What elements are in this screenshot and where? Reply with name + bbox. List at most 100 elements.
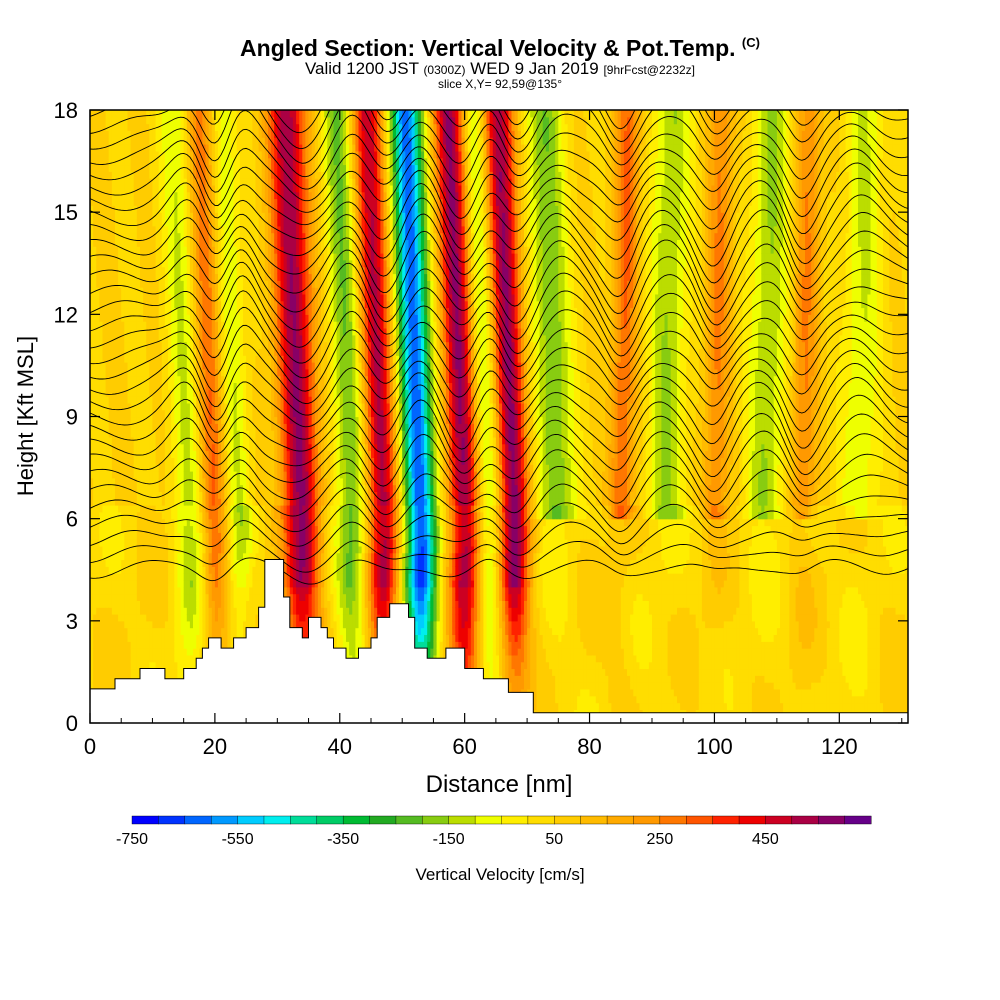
velocity-cell (124, 600, 128, 607)
velocity-cell (152, 457, 156, 464)
velocity-cell (152, 566, 156, 573)
velocity-cell (124, 655, 128, 662)
velocity-cell (181, 287, 185, 294)
cross-section-chart: 0 20 40 60 80 100 1200369121518 Distance [nm] … (0, 0, 1000, 1000)
velocity-cell (152, 471, 156, 478)
velocity-cell (137, 526, 141, 533)
velocity-cell (221, 464, 225, 471)
velocity-cell (96, 124, 100, 131)
velocity-cell (152, 294, 156, 301)
velocity-cell (96, 607, 100, 614)
velocity-cell (152, 226, 156, 233)
velocity-cell (249, 580, 253, 587)
velocity-cell (124, 294, 128, 301)
velocity-cell (96, 369, 100, 376)
velocity-cell (109, 130, 113, 137)
velocity-cell (209, 464, 213, 471)
velocity-cell (96, 233, 100, 240)
velocity-cell (249, 335, 253, 342)
velocity-cell (249, 526, 253, 533)
velocity-cell (237, 267, 241, 274)
velocity-cell (124, 573, 128, 580)
velocity-cell (193, 301, 197, 308)
velocity-cell (109, 212, 113, 219)
velocity-cell (152, 607, 156, 614)
velocity-cell (137, 471, 141, 478)
velocity-cell (209, 239, 213, 246)
velocity-cell (152, 417, 156, 424)
velocity-cell (124, 539, 128, 546)
velocity-cell (181, 485, 185, 492)
velocity-cell (165, 205, 169, 212)
velocity-cell (165, 478, 169, 485)
velocity-cell (109, 110, 113, 117)
velocity-cell (152, 505, 156, 512)
velocity-cell (249, 566, 253, 573)
velocity-cell (209, 301, 213, 308)
velocity-cell (152, 580, 156, 587)
velocity-cell (96, 294, 100, 301)
velocity-cell (237, 532, 241, 539)
velocity-cell (165, 444, 169, 451)
velocity-cell (124, 430, 128, 437)
velocity-cell (109, 117, 113, 124)
velocity-cell (152, 151, 156, 158)
velocity-cell (152, 594, 156, 601)
velocity-cell (181, 600, 185, 607)
velocity-cell (96, 621, 100, 628)
velocity-cell (209, 607, 213, 614)
velocity-cell (237, 144, 241, 151)
velocity-cell (181, 403, 185, 410)
velocity-cell (124, 498, 128, 505)
velocity-cell (221, 342, 225, 349)
velocity-cell (237, 192, 241, 199)
velocity-cell (124, 212, 128, 219)
velocity-cell (237, 117, 241, 124)
velocity-cell (109, 382, 113, 389)
velocity-cell (193, 485, 197, 492)
velocity-cell (109, 662, 113, 669)
velocity-cell (181, 321, 185, 328)
velocity-cell (181, 158, 185, 165)
velocity-cell (137, 410, 141, 417)
velocity-cell (221, 594, 225, 601)
velocity-cell (193, 587, 197, 594)
velocity-cell (96, 253, 100, 260)
velocity-cell (209, 573, 213, 580)
velocity-cell (181, 130, 185, 137)
velocity-cell (249, 348, 253, 355)
velocity-cell (193, 600, 197, 607)
velocity-cell (137, 546, 141, 553)
velocity-cell (209, 321, 213, 328)
velocity-cell (221, 560, 225, 567)
velocity-cell (221, 614, 225, 621)
velocity-cell (249, 485, 253, 492)
velocity-cell (249, 355, 253, 362)
velocity-cell (165, 539, 169, 546)
velocity-cell (249, 607, 253, 614)
velocity-cell (152, 662, 156, 669)
velocity-cell (124, 355, 128, 362)
velocity-cell (221, 335, 225, 342)
velocity-cell (137, 348, 141, 355)
velocity-cell (165, 355, 169, 362)
velocity-cell (109, 566, 113, 573)
velocity-cell (181, 226, 185, 233)
velocity-cell (181, 389, 185, 396)
velocity-cell (181, 205, 185, 212)
velocity-cell (193, 573, 197, 580)
velocity-cell (137, 294, 141, 301)
velocity-cell (209, 287, 213, 294)
velocity-cell (124, 437, 128, 444)
velocity-cell (249, 498, 253, 505)
velocity-cell (152, 396, 156, 403)
velocity-cell (165, 294, 169, 301)
velocity-cell (96, 580, 100, 587)
velocity-cell (109, 621, 113, 628)
velocity-cell (181, 267, 185, 274)
velocity-cell (96, 165, 100, 172)
velocity-cell (96, 553, 100, 560)
velocity-cell (137, 662, 141, 669)
velocity-cell (221, 628, 225, 635)
velocity-cell (152, 301, 156, 308)
